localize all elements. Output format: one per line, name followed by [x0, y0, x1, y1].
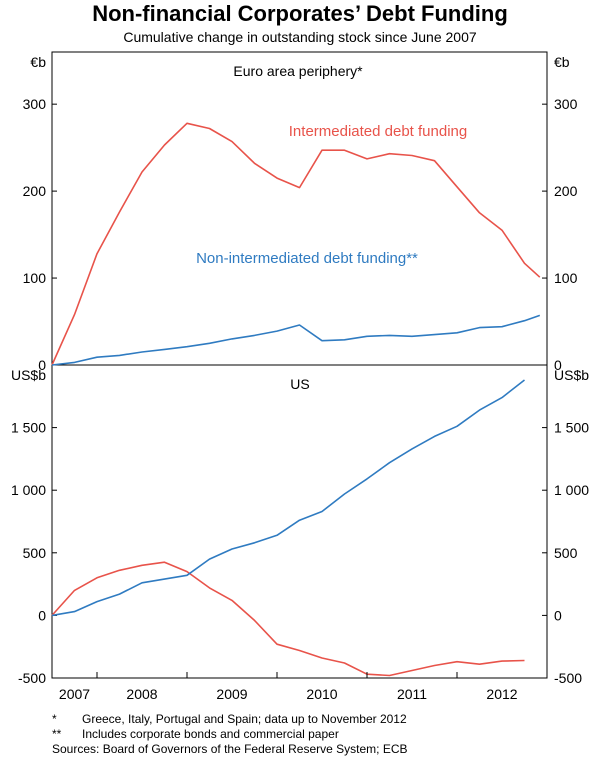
annotation-intermediated: Intermediated debt funding	[289, 123, 467, 140]
unit-label-right-1: US$b	[554, 367, 589, 383]
y-tick-label-right: -500	[554, 670, 582, 686]
y-tick-label-right: 1 500	[554, 420, 589, 436]
y-tick-label-left: -500	[18, 670, 46, 686]
x-tick-label: 2009	[216, 686, 247, 700]
y-tick-label-right: 100	[554, 270, 578, 286]
annotation-non-intermediated: Non-intermediated debt funding**	[196, 250, 418, 267]
panel-title-1: US	[290, 376, 309, 392]
chart-subtitle: Cumulative change in outstanding stock s…	[123, 29, 477, 45]
series-line-intermediated-1	[51, 561, 525, 677]
footnote-2: ** Includes corporate bonds and commercia…	[52, 727, 339, 741]
x-tick-label: 2008	[126, 686, 157, 700]
y-tick-label-right: 200	[554, 183, 578, 199]
x-tick-label: 2012	[486, 686, 517, 700]
footnote-1: * Greece, Italy, Portugal and Spain; data…	[52, 712, 407, 726]
x-tick-label: 2011	[397, 686, 427, 700]
x-tick-label: 2010	[306, 686, 337, 700]
x-tick-label: 2007	[59, 686, 90, 700]
sources-note: Sources: Board of Governors of the Feder…	[52, 742, 408, 756]
chart-svg: €b €b 0 0 100 100 200 200 300 300 Euro area periph…	[11, 51, 589, 700]
y-tick-label-left: 0	[38, 357, 46, 373]
series-line-non-intermediated-0	[51, 314, 541, 366]
footnote-2-text: Includes corporate bonds and commercial …	[82, 727, 339, 741]
unit-label-left-1: US$b	[11, 367, 46, 383]
y-tick-label-right: 0	[554, 607, 562, 623]
y-tick-label-left: 1 000	[11, 482, 46, 498]
y-tick-label-right: 1 000	[554, 482, 589, 498]
footnote-1-mark: *	[52, 712, 57, 726]
y-tick-label-left: 0	[38, 607, 46, 623]
footnote-1-text: Greece, Italy, Portugal and Spain; data …	[82, 712, 407, 726]
unit-label-right-0: €b	[554, 54, 570, 70]
unit-label-left-0: €b	[30, 54, 46, 70]
y-tick-label-right: 0	[554, 357, 562, 373]
chart-title: Non-financial Corporates’ Debt Funding	[92, 1, 508, 26]
y-tick-label-left: 500	[23, 545, 47, 561]
y-tick-label-right: 500	[554, 545, 578, 561]
series-line-non-intermediated-1	[51, 379, 525, 617]
y-tick-label-left: 1 500	[11, 420, 46, 436]
y-tick-label-left: 100	[23, 270, 47, 286]
y-tick-label-right: 300	[554, 96, 578, 112]
y-tick-label-left: 300	[23, 96, 47, 112]
y-tick-label-left: 200	[23, 183, 47, 199]
series-line-intermediated-0	[51, 122, 541, 366]
panel-title-0: Euro area periphery*	[233, 63, 363, 79]
footnote-2-mark: **	[52, 727, 62, 741]
